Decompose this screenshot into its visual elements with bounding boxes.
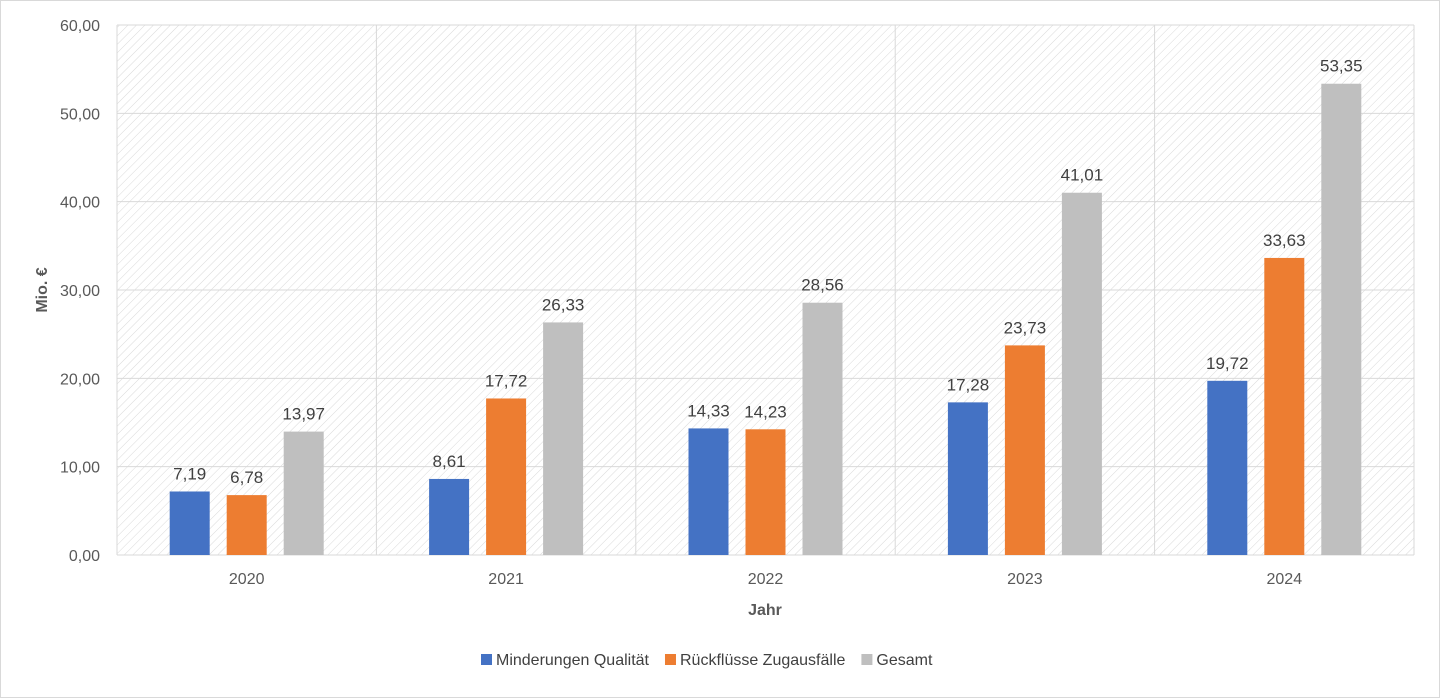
data-label: 41,01 xyxy=(1061,166,1104,185)
y-tick-label: 0,00 xyxy=(69,548,100,565)
x-tick-label: 2023 xyxy=(1007,571,1043,588)
bar xyxy=(1004,345,1045,555)
data-label: 14,33 xyxy=(687,401,730,420)
y-tick-label: 60,00 xyxy=(60,18,100,35)
bar xyxy=(1061,192,1102,555)
data-label: 28,56 xyxy=(801,276,844,295)
y-tick-label: 20,00 xyxy=(60,371,100,388)
bar xyxy=(429,478,470,555)
y-axis-title: Mio. € xyxy=(34,267,51,312)
bar xyxy=(1321,83,1362,555)
y-tick-label: 30,00 xyxy=(60,283,100,300)
x-axis-title: Jahr xyxy=(748,602,782,619)
data-label: 33,63 xyxy=(1263,231,1306,250)
data-label: 8,61 xyxy=(433,452,466,471)
x-tick-label: 2022 xyxy=(748,571,784,588)
bar xyxy=(745,429,786,555)
data-label: 53,35 xyxy=(1320,57,1363,76)
legend-swatch xyxy=(861,654,873,665)
bar xyxy=(1264,257,1305,555)
legend-label: Rückflüsse Zugausfälle xyxy=(680,652,846,669)
bar xyxy=(486,398,527,555)
y-tick-label: 50,00 xyxy=(60,106,100,123)
y-tick-label: 10,00 xyxy=(60,460,100,477)
data-label: 19,72 xyxy=(1206,354,1249,373)
bar xyxy=(226,495,267,555)
data-label: 7,19 xyxy=(173,464,206,483)
bar xyxy=(283,431,324,555)
bar xyxy=(543,322,584,555)
bars xyxy=(169,83,1362,555)
y-tick-label: 40,00 xyxy=(60,195,100,212)
legend-swatch xyxy=(664,654,676,665)
gridlines xyxy=(116,24,1415,556)
x-tick-label: 2021 xyxy=(488,571,524,588)
data-label: 14,23 xyxy=(744,402,787,421)
data-label: 17,72 xyxy=(485,371,528,390)
legend-label: Minderungen Qualität xyxy=(496,652,650,669)
x-tick-label: 2020 xyxy=(229,571,265,588)
data-label: 13,97 xyxy=(282,405,325,424)
data-label: 6,78 xyxy=(230,468,263,487)
data-label: 23,73 xyxy=(1004,318,1047,337)
legend-label: Gesamt xyxy=(876,652,933,669)
y-axis-ticks: 0,00 10,00 20,00 30,00 40,00 50,00 60,00 xyxy=(60,18,100,565)
x-axis-ticks: 2020 2021 2022 2023 2024 xyxy=(229,571,1302,588)
legend: Minderungen Qualität Rückflüsse Zugausfäl… xyxy=(481,652,933,669)
data-label: 26,33 xyxy=(542,295,585,314)
bar xyxy=(169,491,210,555)
x-tick-label: 2024 xyxy=(1267,571,1303,588)
data-labels: 7,19 6,78 13,97 8,61 17,72 26,33 14,33 14,23 28,… xyxy=(173,57,1362,487)
bar xyxy=(688,428,729,555)
data-label: 17,28 xyxy=(947,375,990,394)
bar xyxy=(802,302,843,555)
bar xyxy=(947,402,988,555)
legend-swatch xyxy=(481,654,492,665)
bar xyxy=(1207,380,1248,555)
